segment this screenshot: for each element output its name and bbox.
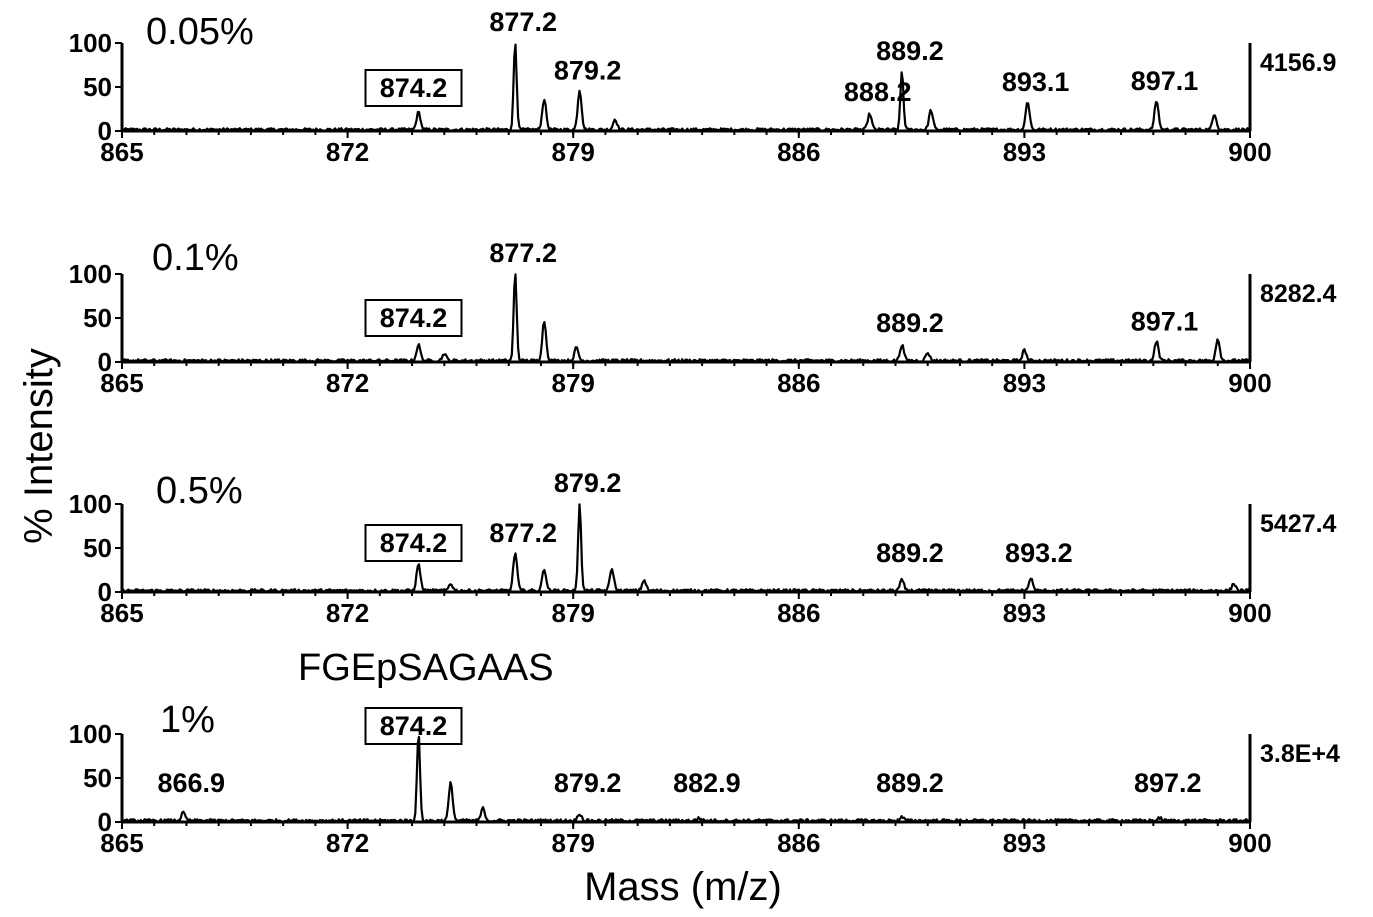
x-axis-title: Mass (m/z): [584, 865, 782, 909]
boxed-peak-frame: [364, 299, 463, 337]
peak-label: 888.2: [844, 77, 912, 107]
peptide-sequence-annotation: FGEpSAGAAS: [298, 647, 554, 689]
peak-label: 879.2: [554, 55, 622, 85]
x-tick-label: 879: [552, 598, 595, 628]
spectrum-trace: [121, 503, 1251, 594]
x-tick-label: 900: [1228, 368, 1271, 398]
x-tick-label: 865: [100, 368, 143, 398]
boxed-peak-label: 874.2: [380, 303, 448, 333]
y-tick-label: 0: [98, 347, 112, 377]
condition-label: 1%: [160, 699, 215, 741]
boxed-peak-frame: [364, 707, 463, 745]
max-intensity-label: 5427.4: [1260, 510, 1337, 538]
max-intensity-label: 4156.9: [1260, 49, 1336, 77]
x-tick-label: 893: [1003, 828, 1046, 858]
peak-label: 893.1: [1002, 67, 1070, 97]
condition-label: 0.05%: [146, 11, 254, 53]
peak-label: 877.2: [489, 7, 557, 37]
boxed-peak-label: 874.2: [380, 73, 448, 103]
boxed-peak-label: 874.2: [380, 711, 448, 741]
boxed-peak-frame: [364, 524, 463, 562]
boxed-peak-frame: [364, 69, 463, 107]
peak-label: 893.2: [1005, 538, 1073, 568]
x-tick-label: 865: [100, 137, 143, 167]
y-tick-label: 50: [83, 72, 112, 102]
x-tick-label: 865: [100, 828, 143, 858]
peak-label: 889.2: [876, 36, 944, 66]
y-tick-label: 100: [69, 259, 112, 289]
x-tick-label: 893: [1003, 137, 1046, 167]
peak-label: 877.2: [489, 238, 557, 268]
x-tick-label: 879: [552, 828, 595, 858]
condition-label: 0.1%: [152, 237, 239, 279]
y-tick-label: 100: [69, 489, 112, 519]
x-tick-label: 865: [100, 598, 143, 628]
spectrum-trace: [121, 273, 1251, 364]
x-tick-label: 900: [1228, 598, 1271, 628]
y-tick-label: 0: [98, 116, 112, 146]
boxed-peak-label: 874.2: [380, 528, 448, 558]
y-tick-label: 50: [83, 763, 112, 793]
peak-label: 866.9: [157, 768, 225, 798]
peak-label: 897.1: [1131, 66, 1199, 96]
x-tick-label: 886: [777, 137, 820, 167]
spectrum-trace: [121, 735, 1251, 824]
x-tick-label: 886: [777, 368, 820, 398]
y-tick-label: 100: [69, 28, 112, 58]
y-tick-label: 100: [69, 719, 112, 749]
peak-label: 879.2: [554, 768, 622, 798]
x-tick-label: 900: [1228, 137, 1271, 167]
x-tick-label: 900: [1228, 828, 1271, 858]
x-tick-label: 872: [326, 598, 369, 628]
x-tick-label: 893: [1003, 368, 1046, 398]
peak-label: 889.2: [876, 308, 944, 338]
peak-label: 877.2: [489, 518, 557, 548]
peak-label: 889.2: [876, 538, 944, 568]
max-intensity-label: 3.8E+4: [1260, 740, 1340, 768]
spectrum-panel-1: 865 872 879 886 893 900 0 50 100 0.05% 4156.9 874.2…: [69, 7, 1337, 167]
x-tick-label: 886: [777, 828, 820, 858]
y-tick-label: 0: [98, 807, 112, 837]
peak-label: 889.2: [876, 768, 944, 798]
condition-label: 0.5%: [156, 470, 243, 512]
x-tick-label: 872: [326, 137, 369, 167]
x-tick-label: 893: [1003, 598, 1046, 628]
y-tick-label: 0: [98, 577, 112, 607]
y-tick-label: 50: [83, 303, 112, 333]
spectrum-trace: [121, 43, 1251, 133]
x-tick-label: 879: [552, 368, 595, 398]
max-intensity-label: 8282.4: [1260, 280, 1337, 308]
peak-label: 882.9: [673, 768, 741, 798]
x-tick-label: 886: [777, 598, 820, 628]
y-tick-label: 50: [83, 533, 112, 563]
spectrum-panel-2: 865 872 879 886 893 900 0 50 100 0.1% 8282.4 874.2 8…: [69, 237, 1337, 398]
peak-label: 879.2: [554, 468, 622, 498]
x-tick-label: 872: [326, 828, 369, 858]
y-axis-title: % Intensity: [17, 348, 61, 544]
spectrum-panel-3: 865 872 879 886 893 900 0 50 100 0.5% 5427.4 874.2 8…: [69, 468, 1337, 628]
x-tick-label: 879: [552, 137, 595, 167]
spectrum-panel-4: 865 872 879 886 893 900 0 50 100 1% 3.8E+4 874.2 866…: [69, 699, 1340, 858]
x-tick-label: 872: [326, 368, 369, 398]
peak-label: 897.1: [1131, 307, 1199, 337]
peak-label: 897.2: [1134, 768, 1202, 798]
